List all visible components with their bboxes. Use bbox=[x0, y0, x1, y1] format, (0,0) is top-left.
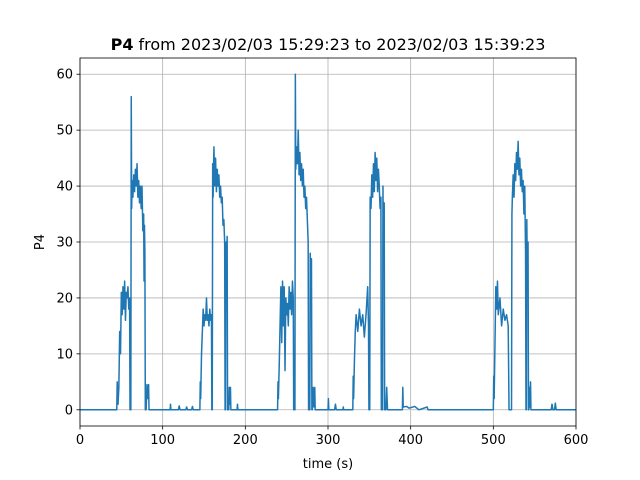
y-tick-label: 30 bbox=[56, 236, 73, 251]
x-tick-label: 200 bbox=[233, 433, 258, 448]
title-rest: from 2023/02/03 15:29:23 to 2023/02/03 1… bbox=[138, 35, 545, 54]
x-tick-label: 500 bbox=[481, 433, 506, 448]
y-tick-label: 40 bbox=[56, 180, 73, 195]
y-tick-label: 20 bbox=[56, 291, 73, 306]
chart-title: P4 from 2023/02/03 15:29:23 to 2023/02/03… bbox=[111, 35, 546, 54]
y-tick-label: 0 bbox=[65, 403, 73, 418]
x-tick-label: 100 bbox=[150, 433, 175, 448]
y-tick-label: 10 bbox=[56, 347, 73, 362]
y-tick-label: 60 bbox=[56, 68, 73, 83]
data-line bbox=[80, 73, 576, 411]
y-axis-label: P4 bbox=[33, 234, 48, 250]
x-axis-label: time (s) bbox=[303, 457, 353, 472]
title-bold: P4 bbox=[111, 35, 134, 54]
y-tick-label: 50 bbox=[56, 124, 73, 139]
x-tick-label: 600 bbox=[564, 433, 589, 448]
plot-frame bbox=[79, 57, 577, 427]
x-tick-label: 300 bbox=[316, 433, 341, 448]
x-tick-label: 400 bbox=[398, 433, 423, 448]
x-tick-label: 0 bbox=[76, 433, 84, 448]
